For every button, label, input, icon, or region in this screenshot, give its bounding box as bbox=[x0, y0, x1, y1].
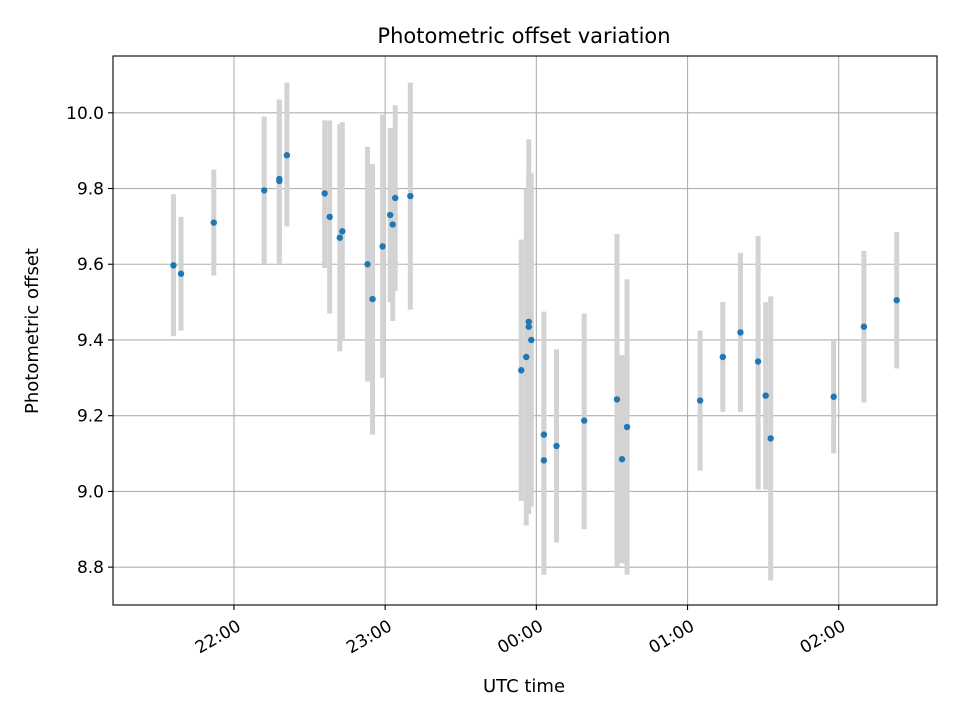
y-tick-label: 9.0 bbox=[77, 482, 104, 502]
data-point bbox=[386, 211, 394, 219]
data-point bbox=[407, 192, 414, 200]
data-point bbox=[767, 435, 774, 442]
data-point bbox=[364, 261, 371, 268]
y-tick-label: 9.4 bbox=[77, 331, 104, 351]
y-tick-label: 9.2 bbox=[77, 407, 104, 427]
plot-frame bbox=[112, 55, 938, 606]
data-point bbox=[830, 393, 837, 400]
y-axis-label: Photometric offset bbox=[22, 248, 43, 414]
data-point bbox=[326, 213, 333, 221]
data-point bbox=[696, 397, 704, 404]
y-axis-ticks: 8.8 9.0 9.2 9.4 9.6 9.8 10.0 bbox=[66, 104, 113, 578]
data-point bbox=[518, 367, 525, 374]
data-point bbox=[339, 228, 346, 235]
data-point bbox=[762, 392, 769, 399]
data-point bbox=[581, 417, 588, 424]
data-point bbox=[283, 151, 291, 159]
data-point bbox=[737, 329, 744, 336]
data-point bbox=[392, 194, 399, 202]
data-points bbox=[170, 151, 900, 464]
data-point bbox=[276, 175, 283, 183]
data-point bbox=[719, 353, 727, 361]
x-axis-label: UTC time bbox=[483, 676, 565, 697]
data-point bbox=[754, 358, 762, 365]
data-point bbox=[540, 431, 548, 438]
y-tick-label: 9.6 bbox=[77, 255, 104, 275]
data-point bbox=[210, 219, 217, 226]
data-point bbox=[523, 353, 530, 361]
data-point bbox=[893, 297, 900, 304]
y-tick-label: 9.8 bbox=[77, 180, 104, 200]
data-point bbox=[860, 323, 868, 330]
data-point bbox=[553, 442, 560, 450]
data-point bbox=[623, 423, 631, 431]
y-tick-label: 8.8 bbox=[77, 558, 104, 578]
data-point bbox=[613, 396, 621, 403]
data-point bbox=[540, 457, 548, 464]
data-point bbox=[336, 234, 343, 241]
data-point bbox=[618, 456, 626, 463]
y-tick-label: 10.0 bbox=[66, 104, 104, 124]
data-point bbox=[170, 262, 177, 269]
data-point bbox=[177, 270, 185, 277]
data-point bbox=[379, 243, 386, 250]
data-point bbox=[389, 221, 396, 228]
data-point bbox=[260, 187, 268, 194]
data-point bbox=[525, 318, 532, 325]
data-point bbox=[369, 295, 376, 303]
data-point bbox=[528, 336, 535, 344]
data-point bbox=[321, 190, 328, 197]
chart-title: Photometric offset variation bbox=[377, 24, 670, 48]
data-point bbox=[525, 323, 532, 330]
